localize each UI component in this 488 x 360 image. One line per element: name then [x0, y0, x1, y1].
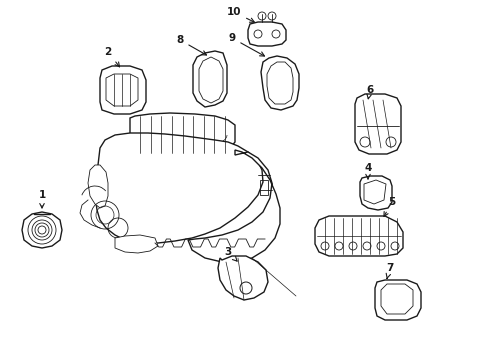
Text: 6: 6: [366, 85, 373, 99]
Text: 10: 10: [226, 7, 254, 22]
Polygon shape: [380, 284, 412, 314]
Polygon shape: [261, 56, 298, 110]
Polygon shape: [115, 235, 158, 253]
Polygon shape: [100, 66, 146, 114]
Polygon shape: [363, 180, 385, 204]
Polygon shape: [247, 22, 285, 46]
Text: 4: 4: [364, 163, 371, 179]
Polygon shape: [187, 150, 280, 262]
Text: 7: 7: [386, 263, 393, 279]
Polygon shape: [359, 176, 391, 210]
Text: 3: 3: [224, 247, 237, 261]
Text: 8: 8: [176, 35, 206, 55]
Polygon shape: [199, 57, 223, 103]
Polygon shape: [88, 165, 108, 208]
Polygon shape: [374, 280, 420, 320]
Text: 5: 5: [383, 197, 395, 216]
Text: 1: 1: [38, 190, 45, 208]
Text: 9: 9: [228, 33, 264, 56]
Polygon shape: [106, 74, 138, 106]
Polygon shape: [266, 62, 292, 104]
Polygon shape: [95, 133, 263, 243]
Polygon shape: [218, 256, 267, 300]
Polygon shape: [22, 212, 62, 248]
Polygon shape: [193, 51, 226, 107]
Polygon shape: [314, 216, 402, 256]
Polygon shape: [130, 113, 235, 155]
Polygon shape: [354, 94, 400, 154]
Text: 2: 2: [104, 47, 119, 67]
